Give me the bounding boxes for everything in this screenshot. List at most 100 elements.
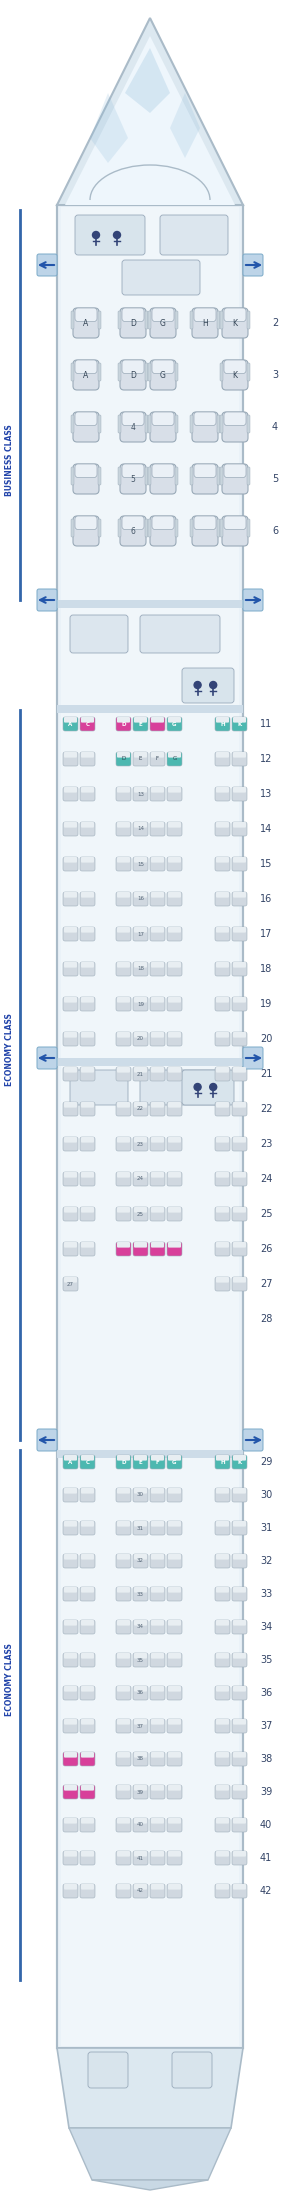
Text: 20: 20 (260, 1033, 272, 1044)
FancyBboxPatch shape (215, 1686, 230, 1701)
FancyBboxPatch shape (232, 1586, 247, 1601)
FancyBboxPatch shape (216, 1619, 229, 1626)
FancyBboxPatch shape (116, 962, 131, 975)
Text: 40: 40 (260, 1820, 272, 1829)
Text: 39: 39 (260, 1787, 272, 1796)
FancyBboxPatch shape (168, 1172, 181, 1177)
FancyBboxPatch shape (122, 411, 144, 425)
FancyBboxPatch shape (70, 1071, 128, 1106)
Text: 27: 27 (260, 1279, 272, 1290)
Polygon shape (57, 2048, 243, 2128)
FancyBboxPatch shape (233, 1851, 246, 1856)
FancyBboxPatch shape (80, 1586, 95, 1601)
FancyBboxPatch shape (148, 416, 151, 434)
FancyBboxPatch shape (64, 1208, 77, 1212)
Text: 35: 35 (260, 1655, 272, 1666)
FancyBboxPatch shape (148, 312, 151, 330)
FancyBboxPatch shape (64, 998, 77, 1002)
FancyBboxPatch shape (215, 962, 230, 975)
FancyBboxPatch shape (63, 752, 78, 765)
FancyBboxPatch shape (232, 1885, 247, 1898)
FancyBboxPatch shape (81, 823, 94, 827)
FancyBboxPatch shape (243, 588, 263, 611)
Text: F: F (156, 757, 159, 761)
FancyBboxPatch shape (152, 361, 174, 374)
FancyBboxPatch shape (167, 1586, 182, 1601)
FancyBboxPatch shape (63, 823, 78, 836)
FancyBboxPatch shape (133, 1686, 148, 1701)
FancyBboxPatch shape (117, 1619, 130, 1626)
FancyBboxPatch shape (167, 1619, 182, 1635)
FancyBboxPatch shape (75, 411, 97, 425)
Text: D: D (121, 721, 126, 726)
FancyBboxPatch shape (175, 312, 178, 330)
FancyBboxPatch shape (233, 1719, 246, 1725)
FancyBboxPatch shape (63, 1455, 78, 1469)
FancyBboxPatch shape (64, 1652, 77, 1659)
FancyBboxPatch shape (81, 1489, 94, 1493)
FancyBboxPatch shape (64, 823, 77, 827)
FancyBboxPatch shape (151, 1818, 164, 1823)
FancyBboxPatch shape (232, 856, 247, 872)
FancyBboxPatch shape (80, 1522, 95, 1535)
FancyBboxPatch shape (150, 1455, 165, 1469)
FancyBboxPatch shape (151, 787, 164, 792)
FancyBboxPatch shape (243, 1046, 263, 1068)
FancyBboxPatch shape (233, 998, 246, 1002)
FancyBboxPatch shape (216, 962, 229, 967)
FancyBboxPatch shape (98, 363, 101, 380)
FancyBboxPatch shape (216, 1885, 229, 1889)
FancyBboxPatch shape (167, 1455, 182, 1469)
FancyBboxPatch shape (117, 717, 130, 723)
FancyBboxPatch shape (150, 1885, 165, 1898)
FancyBboxPatch shape (151, 1137, 164, 1144)
FancyBboxPatch shape (63, 1276, 78, 1292)
FancyBboxPatch shape (215, 1489, 230, 1502)
FancyBboxPatch shape (151, 752, 164, 757)
Text: 15: 15 (260, 858, 272, 869)
Text: F: F (156, 1460, 159, 1464)
FancyBboxPatch shape (172, 2053, 212, 2088)
FancyBboxPatch shape (151, 1033, 164, 1037)
FancyBboxPatch shape (116, 1851, 131, 1865)
Text: 19: 19 (260, 1000, 272, 1009)
FancyBboxPatch shape (71, 363, 74, 380)
FancyBboxPatch shape (215, 1586, 230, 1601)
FancyBboxPatch shape (116, 998, 131, 1011)
FancyBboxPatch shape (116, 1586, 131, 1601)
FancyBboxPatch shape (168, 1851, 181, 1856)
FancyBboxPatch shape (216, 1066, 229, 1073)
FancyBboxPatch shape (80, 1455, 95, 1469)
FancyBboxPatch shape (64, 1851, 77, 1856)
Text: 36: 36 (137, 1690, 144, 1697)
FancyBboxPatch shape (151, 1522, 164, 1526)
FancyBboxPatch shape (117, 1818, 130, 1823)
FancyBboxPatch shape (150, 411, 176, 442)
FancyBboxPatch shape (168, 1066, 181, 1073)
FancyBboxPatch shape (134, 1241, 147, 1248)
FancyBboxPatch shape (134, 1066, 147, 1073)
FancyBboxPatch shape (150, 1172, 165, 1186)
FancyBboxPatch shape (167, 1208, 182, 1221)
FancyBboxPatch shape (192, 411, 218, 442)
FancyBboxPatch shape (150, 1752, 165, 1765)
FancyBboxPatch shape (80, 962, 95, 975)
FancyBboxPatch shape (120, 515, 146, 546)
FancyBboxPatch shape (150, 1208, 165, 1221)
FancyBboxPatch shape (220, 363, 223, 380)
FancyBboxPatch shape (148, 520, 151, 538)
FancyBboxPatch shape (233, 927, 246, 933)
FancyBboxPatch shape (194, 307, 216, 321)
FancyBboxPatch shape (233, 1619, 246, 1626)
FancyBboxPatch shape (150, 1241, 165, 1256)
FancyBboxPatch shape (215, 1885, 230, 1898)
Text: 23: 23 (260, 1139, 272, 1148)
FancyBboxPatch shape (116, 1455, 131, 1469)
FancyBboxPatch shape (116, 1885, 131, 1898)
FancyBboxPatch shape (117, 1455, 130, 1460)
FancyBboxPatch shape (80, 1102, 95, 1117)
FancyBboxPatch shape (75, 215, 145, 254)
FancyBboxPatch shape (117, 1522, 130, 1526)
FancyBboxPatch shape (232, 1522, 247, 1535)
FancyBboxPatch shape (117, 1137, 130, 1144)
